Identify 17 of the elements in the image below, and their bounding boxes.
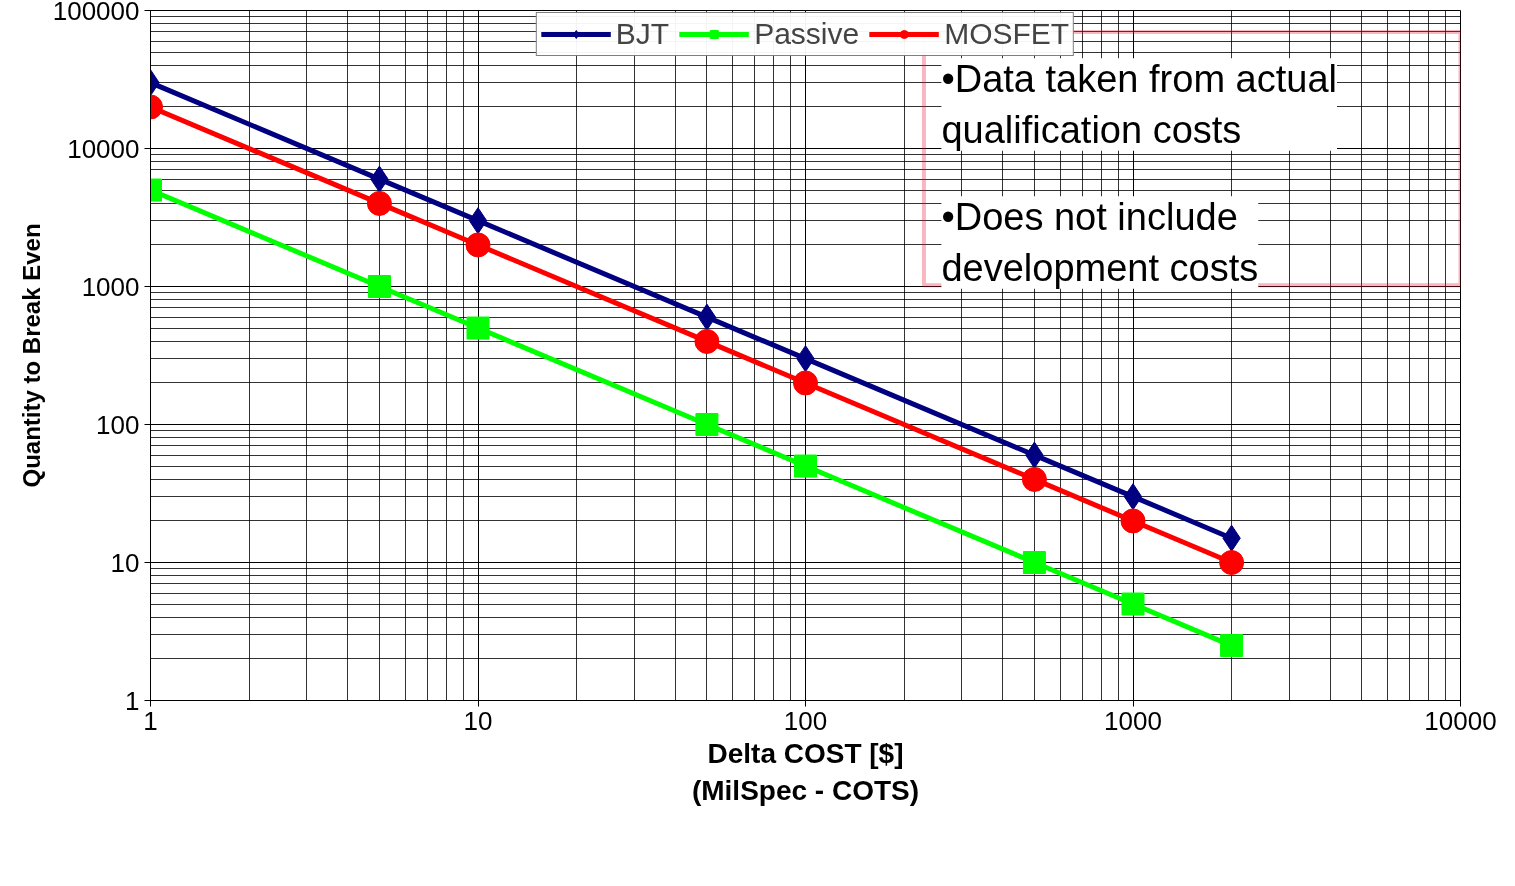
annotation: •Does not include development costs	[941, 196, 1259, 289]
legend-label: MOSFET	[944, 17, 1070, 51]
x-tick-label: 10	[463, 705, 493, 736]
x-tick-label: 1000	[1104, 705, 1162, 736]
x-axis-title: Delta COST [$] (MilSpec - COTS)	[691, 737, 920, 806]
legend-label: BJT	[615, 17, 670, 51]
y-tick-label: 100000	[52, 0, 140, 26]
x-tick-label: 100	[783, 705, 828, 736]
x-tick-label: 10000	[1424, 705, 1497, 736]
legend-label: Passive	[754, 17, 860, 51]
annotation: •Data taken from actual qualification costs	[941, 58, 1338, 151]
y-tick-label: 100	[96, 409, 140, 440]
y-tick-label: 10	[110, 547, 140, 578]
y-tick-label: 1	[125, 685, 140, 716]
y-tick-label: 10000	[67, 133, 140, 164]
y-axis-title: Quantity to Break Even	[17, 223, 45, 488]
y-tick-label: 1000	[81, 271, 140, 302]
